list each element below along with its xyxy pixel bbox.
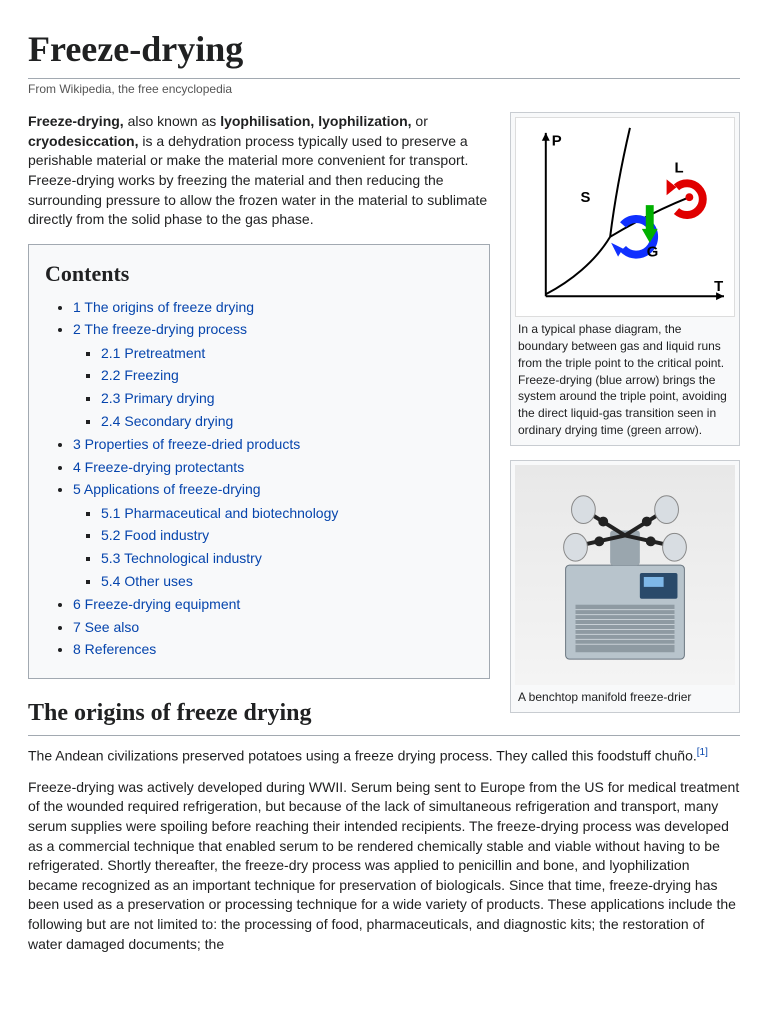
toc-item: 4 Freeze-drying protectants [73,458,473,478]
toc-link[interactable]: 5.2 Food industry [101,527,209,543]
intro-t2: or [412,113,428,129]
figure1-caption: In a typical phase diagram, the boundary… [515,317,735,441]
toc-link[interactable]: 2.1 Pretreatment [101,345,205,361]
page-title: Freeze-drying [28,24,740,79]
toc-item: 2.3 Primary drying [101,389,473,409]
toc-item: 2.1 Pretreatment [101,344,473,364]
toc-heading: Contents [45,259,473,290]
toc-item: 1 The origins of freeze drying [73,298,473,318]
toc-link[interactable]: 2 The freeze-drying process [73,321,247,337]
toc-link[interactable]: 3 Properties of freeze-dried products [73,436,300,452]
toc-item: 2.2 Freezing [101,366,473,386]
intro-bold2: lyophilisation, lyophilization, [220,113,411,129]
toc-item: 5 Applications of freeze-drying 5.1 Pharm… [73,480,473,591]
intro-bold1: Freeze-drying, [28,113,124,129]
toc-link[interactable]: 2.4 Secondary drying [101,413,233,429]
svg-text:G: G [647,245,659,261]
origins-p1: The Andean civilizations preserved potat… [28,746,740,766]
toc-item: 5.3 Technological industry [101,549,473,569]
table-of-contents: Contents 1 The origins of freeze drying 2… [28,244,490,679]
toc-item: 7 See also [73,618,473,638]
toc-link[interactable]: 4 Freeze-drying protectants [73,459,244,475]
figure2-caption: A benchtop manifold freeze-drier [515,685,735,708]
toc-link[interactable]: 8 References [73,641,156,657]
toc-item: 8 References [73,640,473,660]
intro-t1: also known as [124,113,221,129]
toc-link[interactable]: 2.3 Primary drying [101,390,215,406]
figure-freeze-drier: A benchtop manifold freeze-drier [510,460,740,713]
svg-text:T: T [714,279,723,295]
origins-p1-text: The Andean civilizations preserved potat… [28,747,697,763]
toc-link[interactable]: 5.1 Pharmaceutical and biotechnology [101,505,338,521]
svg-text:P: P [552,134,562,150]
toc-item: 3 Properties of freeze-dried products [73,435,473,455]
subtitle: From Wikipedia, the free encyclopedia [28,81,740,98]
toc-item: 2 The freeze-drying process 2.1 Pretreatm… [73,320,473,431]
toc-list: 1 The origins of freeze drying 2 The free… [45,298,473,661]
svg-text:S: S [580,190,590,206]
svg-text:L: L [675,161,684,177]
intro-bold3: cryodesiccation, [28,133,139,149]
toc-item: 5.1 Pharmaceutical and biotechnology [101,504,473,524]
toc-item: 5.2 Food industry [101,526,473,546]
toc-item: 6 Freeze-drying equipment [73,595,473,615]
toc-item: 5.4 Other uses [101,572,473,592]
toc-sublist: 5.1 Pharmaceutical and biotechnology 5.2 … [73,504,473,591]
toc-link[interactable]: 7 See also [73,619,139,635]
freeze-drier-image [515,465,735,685]
phase-diagram-image: P T S L G [515,117,735,317]
toc-link[interactable]: 2.2 Freezing [101,367,179,383]
toc-link[interactable]: 1 The origins of freeze drying [73,299,254,315]
toc-link[interactable]: 5 Applications of freeze-drying [73,481,261,497]
figure-phase-diagram: P T S L G In a typical phase diagram, th… [510,112,740,446]
toc-link[interactable]: 5.3 Technological industry [101,550,262,566]
toc-link[interactable]: 6 Freeze-drying equipment [73,596,240,612]
right-column: P T S L G In a typical phase diagram, th… [510,112,740,726]
toc-link[interactable]: 5.4 Other uses [101,573,193,589]
toc-sublist: 2.1 Pretreatment 2.2 Freezing 2.3 Primary … [73,344,473,431]
ref-link-1[interactable]: [1] [697,747,708,758]
origins-p2: Freeze-drying was actively developed dur… [28,778,740,954]
toc-item: 2.4 Secondary drying [101,412,473,432]
